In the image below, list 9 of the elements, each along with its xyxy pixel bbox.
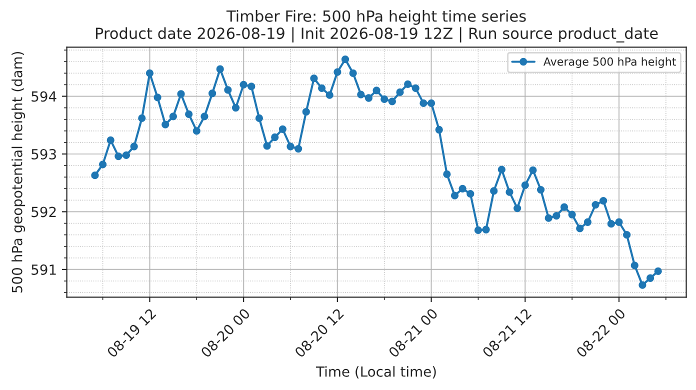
- y-tick-label: 591: [32, 264, 56, 275]
- chart-subtitle: Product date 2026-08-19 | Init 2026-08-19 12Z | Run source product_date: [96, 27, 658, 42]
- y-tick-label: 593: [32, 148, 56, 160]
- x-axis-title: Time (Local time): [316, 366, 436, 379]
- y-axis-title: 500 hPa geopotential height (dam): [12, 52, 26, 293]
- chart-title: Timber Fire: 500 hPa height time series: [226, 10, 526, 25]
- legend-label: Average 500 hPa height: [543, 57, 676, 68]
- y-tick-label: 592: [32, 206, 56, 218]
- y-tick-label: 594: [32, 91, 56, 102]
